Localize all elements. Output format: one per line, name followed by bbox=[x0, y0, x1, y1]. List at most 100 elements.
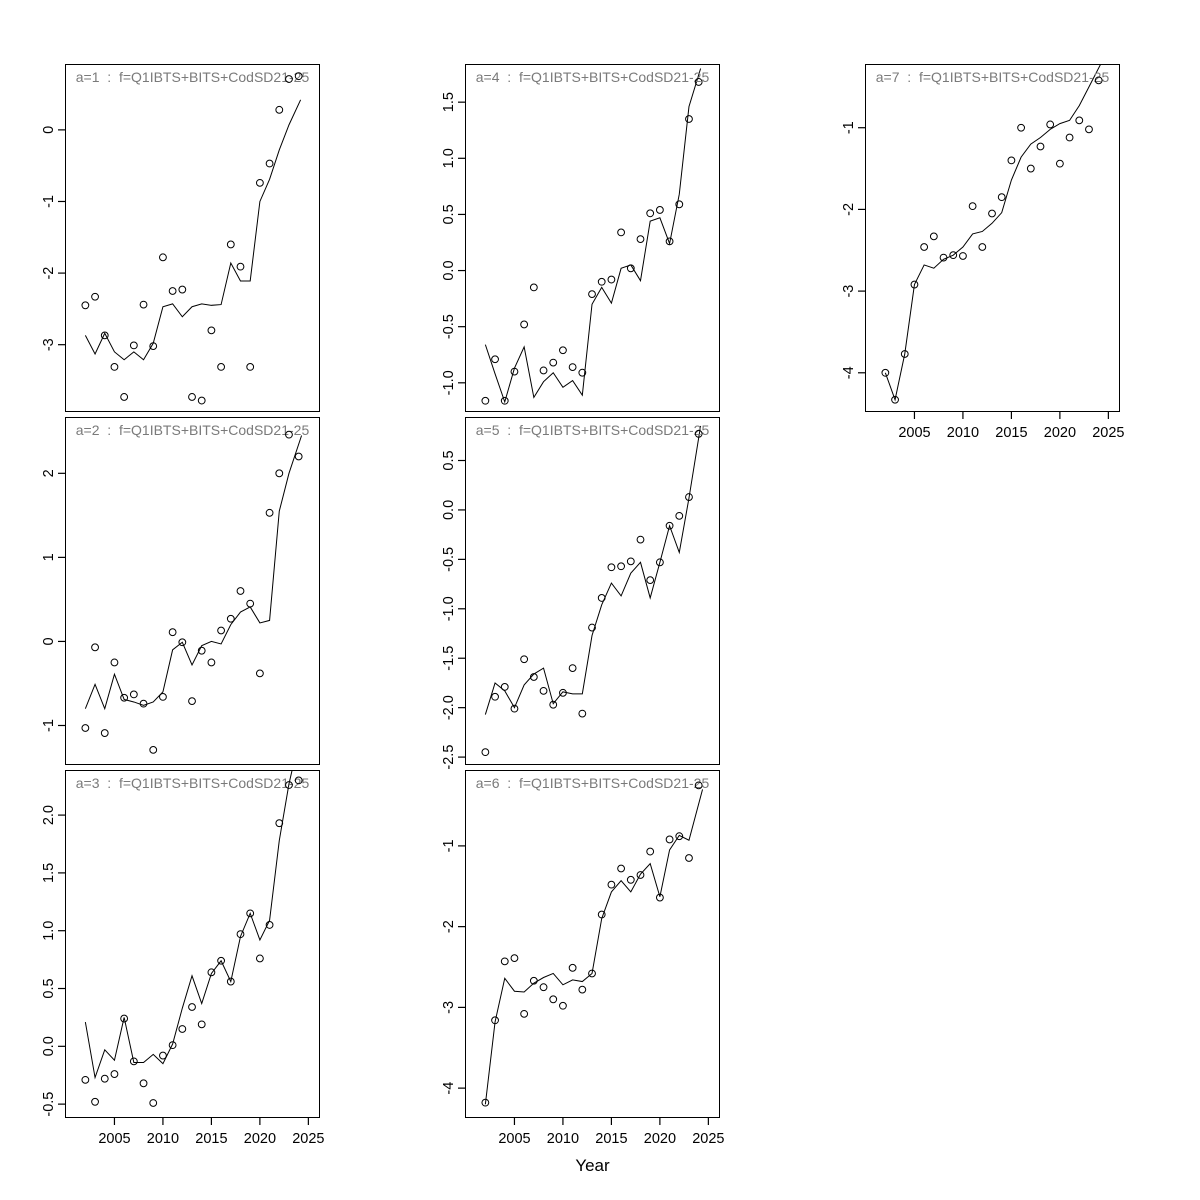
y-tick-label: -1 bbox=[41, 195, 57, 208]
y-tick-label: -2 bbox=[441, 920, 457, 933]
observation-point bbox=[617, 864, 626, 873]
observation-point bbox=[120, 693, 129, 702]
y-tick-label: 2 bbox=[41, 469, 57, 477]
observation-point bbox=[491, 692, 499, 701]
y-tick-label: -0.5 bbox=[441, 547, 457, 572]
observation-point bbox=[139, 1079, 148, 1088]
observation-point bbox=[81, 301, 90, 310]
observation-point bbox=[1036, 142, 1045, 151]
panel-a2: 2 1 0 -1 a=2 : f=Q1IBTS+BITS+CodSD21-25 bbox=[41, 417, 320, 765]
observation-point bbox=[246, 909, 255, 918]
observation-point bbox=[246, 362, 255, 371]
observation-point bbox=[1007, 156, 1016, 165]
observation-point bbox=[529, 673, 538, 681]
x-tick-label: 2025 bbox=[292, 1131, 324, 1147]
x-tick-label: 2025 bbox=[1092, 425, 1124, 441]
fit-line bbox=[484, 425, 702, 715]
points-layer bbox=[481, 429, 703, 757]
observation-point bbox=[665, 237, 674, 246]
observation-point bbox=[139, 699, 148, 708]
observation-point bbox=[929, 232, 938, 241]
observation-point bbox=[685, 115, 693, 123]
panel-a3: 2.0 1.5 1.0 0.5 0.0 -0.5 2005 2010 2015 2020 2025 a… bbox=[41, 770, 324, 1147]
panel-title: a=2 : f=Q1IBTS+BITS+CodSD21-25 bbox=[76, 422, 310, 438]
observation-point bbox=[110, 1070, 119, 1078]
observation-point bbox=[549, 995, 558, 1004]
observation-point bbox=[217, 626, 226, 635]
y-tick-label: 1.5 bbox=[41, 863, 57, 883]
observation-point bbox=[178, 1025, 187, 1033]
observation-point bbox=[285, 430, 293, 439]
observation-point bbox=[1075, 116, 1084, 125]
panel-title: a=5 : f=Q1IBTS+BITS+CodSD21-25 bbox=[476, 422, 710, 438]
observation-point bbox=[207, 658, 216, 667]
observation-point bbox=[1017, 123, 1026, 132]
observation-point bbox=[481, 1098, 490, 1107]
y-tick-label: 0 bbox=[41, 637, 57, 645]
observation-point bbox=[226, 240, 235, 249]
observation-point bbox=[285, 75, 293, 83]
observation-point bbox=[1026, 164, 1035, 173]
observation-point bbox=[168, 628, 177, 637]
observation-point bbox=[529, 976, 538, 985]
points-layer bbox=[81, 430, 303, 754]
observation-point bbox=[646, 847, 655, 856]
y-tick-label: -1 bbox=[441, 839, 457, 852]
y-tick-label: 1.0 bbox=[441, 148, 457, 168]
observation-point bbox=[1085, 125, 1093, 134]
y-tick-label: 0.0 bbox=[441, 260, 457, 280]
y-tick-label: -4 bbox=[841, 366, 857, 379]
observation-point bbox=[597, 594, 606, 602]
y-tick-label: 2.0 bbox=[41, 805, 57, 825]
x-tick-label: 2015 bbox=[595, 1131, 627, 1147]
observation-point bbox=[646, 576, 655, 585]
observation-point bbox=[607, 275, 616, 284]
observation-point bbox=[675, 832, 684, 841]
observation-point bbox=[685, 493, 693, 501]
observation-point bbox=[529, 283, 538, 292]
observation-point bbox=[949, 251, 958, 260]
observation-point bbox=[549, 358, 558, 367]
observation-point bbox=[159, 693, 167, 701]
observation-point bbox=[939, 253, 948, 262]
panel-title: a=4 : f=Q1IBTS+BITS+CodSD21-25 bbox=[476, 69, 710, 85]
observation-point bbox=[900, 350, 909, 358]
x-tick-label: 2020 bbox=[1044, 425, 1076, 441]
observation-point bbox=[1065, 133, 1074, 142]
observation-point bbox=[168, 1041, 177, 1050]
points-layer bbox=[881, 76, 1103, 404]
observation-point bbox=[694, 78, 703, 86]
observation-point bbox=[265, 159, 274, 168]
observation-point bbox=[578, 709, 587, 718]
observation-point bbox=[520, 655, 529, 664]
observation-point bbox=[294, 776, 303, 785]
observation-point bbox=[168, 287, 177, 295]
points-layer bbox=[481, 781, 703, 1107]
observation-point bbox=[294, 452, 303, 461]
observation-point bbox=[510, 367, 519, 376]
x-tick-label: 2020 bbox=[244, 1131, 276, 1147]
observation-point bbox=[91, 643, 99, 652]
y-tick-label: 1 bbox=[41, 553, 57, 561]
observation-point bbox=[578, 985, 587, 994]
y-tick-label: -3 bbox=[41, 338, 57, 351]
observation-point bbox=[539, 686, 548, 695]
observation-point bbox=[675, 200, 684, 209]
observation-point bbox=[626, 264, 635, 273]
observation-point bbox=[500, 683, 509, 691]
observation-point bbox=[549, 700, 558, 709]
panel-border bbox=[65, 770, 320, 1118]
observation-point bbox=[646, 209, 655, 218]
observation-point bbox=[81, 1075, 90, 1084]
observation-point bbox=[110, 362, 119, 371]
observation-point bbox=[626, 875, 635, 884]
observation-point bbox=[236, 587, 245, 595]
observation-point bbox=[559, 346, 567, 355]
panel-border bbox=[65, 64, 320, 412]
y-tick-label: -0.5 bbox=[441, 314, 457, 339]
panel-a1: 0 -1 -2 -3 a=1 : f=Q1IBTS+BITS+CodSD21-25 bbox=[41, 64, 320, 412]
y-tick-label: -1 bbox=[41, 719, 57, 732]
y-tick-label: 1.5 bbox=[441, 92, 457, 112]
observation-point bbox=[197, 1020, 206, 1029]
observation-point bbox=[881, 368, 890, 377]
